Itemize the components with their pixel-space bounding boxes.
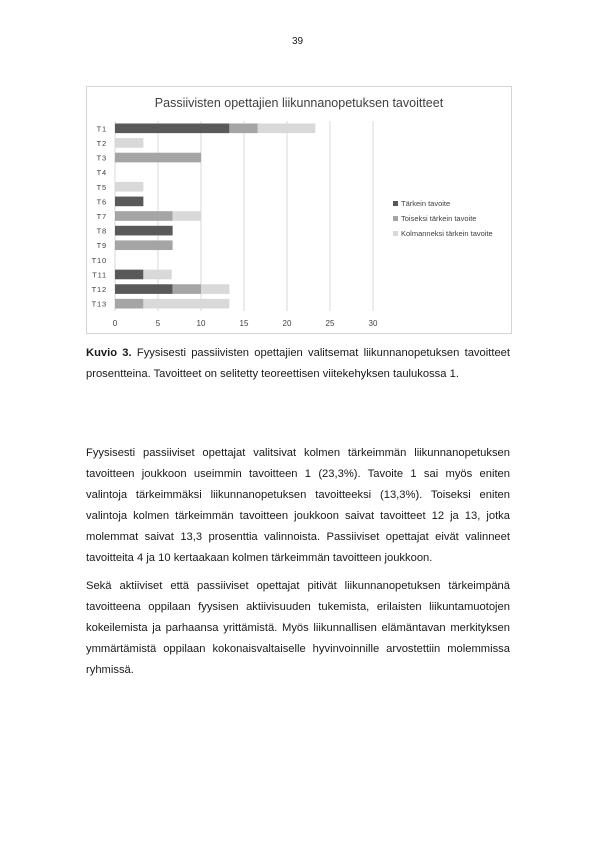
legend-swatch [393, 216, 398, 221]
category-label: T12 [92, 285, 107, 294]
category-label: T1 [97, 124, 107, 133]
bar-segment [115, 269, 144, 280]
bar-segment [115, 123, 230, 134]
stacked-bar-chart: Passiivisten opettajien liikunnanopetuks… [92, 96, 493, 328]
category-label: T6 [97, 197, 107, 206]
category-label: T11 [92, 270, 107, 279]
bar-segment [201, 284, 230, 294]
bar-segment [115, 298, 144, 309]
body-paragraph: Fyysisesti passiiviset opettajat valitsi… [86, 447, 510, 564]
bar-segment [229, 123, 258, 134]
x-tick-label: 25 [326, 319, 335, 328]
bar-segment [143, 269, 172, 280]
bar-segment [115, 181, 144, 192]
bar-segment [143, 298, 230, 309]
bar-segment [115, 225, 173, 236]
x-tick-label: 15 [240, 319, 249, 328]
bar-segment [115, 196, 144, 207]
category-label: T2 [97, 139, 107, 148]
x-tick-label: 10 [197, 319, 206, 328]
legend-swatch [393, 231, 398, 236]
legend-swatch [393, 201, 398, 206]
category-label: T4 [97, 168, 107, 177]
body-paragraph: Sekä aktiiviset että passiiviset opettaj… [86, 580, 510, 676]
x-tick-label: 30 [369, 319, 378, 328]
chart-title: Passiivisten opettajien liikunnanopetuks… [155, 96, 444, 110]
page-number: 39 [291, 36, 304, 47]
legend-label: Tärkein tavoite [401, 199, 450, 208]
bar-segment [172, 284, 201, 294]
figure-caption: Kuvio 3. Fyysisesti passiivisten opettaj… [86, 343, 510, 385]
bar-segment [115, 240, 173, 251]
category-label: T3 [97, 154, 107, 163]
category-label: T5 [97, 183, 107, 192]
bar-segment [172, 211, 201, 221]
category-label: T7 [97, 212, 107, 221]
bar-segment [115, 284, 173, 294]
goals-chart: Passiivisten opettajien liikunnanopetuks… [86, 86, 512, 334]
caption-label: Kuvio 3. [86, 347, 132, 359]
category-label: T8 [97, 227, 107, 236]
x-tick-label: 5 [156, 319, 161, 328]
x-tick-label: 0 [113, 319, 118, 328]
bar-segment [257, 123, 316, 134]
caption-text: Fyysisesti passiivisten opettajien valit… [86, 347, 510, 380]
x-tick-label: 20 [283, 319, 292, 328]
category-label: T9 [97, 241, 107, 250]
bar-segment [115, 152, 201, 163]
bar-segment [115, 138, 144, 148]
bar-segment [115, 211, 173, 221]
legend-label: Kolmanneksi tärkein tavoite [401, 229, 493, 238]
category-label: T10 [92, 256, 107, 265]
legend-label: Toiseksi tärkein tavoite [401, 214, 476, 223]
category-label: T13 [92, 300, 107, 309]
